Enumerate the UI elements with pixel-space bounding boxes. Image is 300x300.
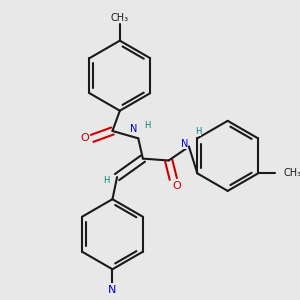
Text: N: N: [130, 124, 137, 134]
Text: N: N: [108, 284, 117, 295]
Text: CH₃: CH₃: [111, 13, 129, 22]
Text: O: O: [172, 181, 182, 191]
Text: N: N: [181, 139, 188, 149]
Text: CH₃: CH₃: [284, 168, 300, 178]
Text: H: H: [103, 176, 109, 185]
Text: H: H: [195, 128, 201, 136]
Text: O: O: [80, 134, 89, 143]
Text: H: H: [144, 121, 151, 130]
